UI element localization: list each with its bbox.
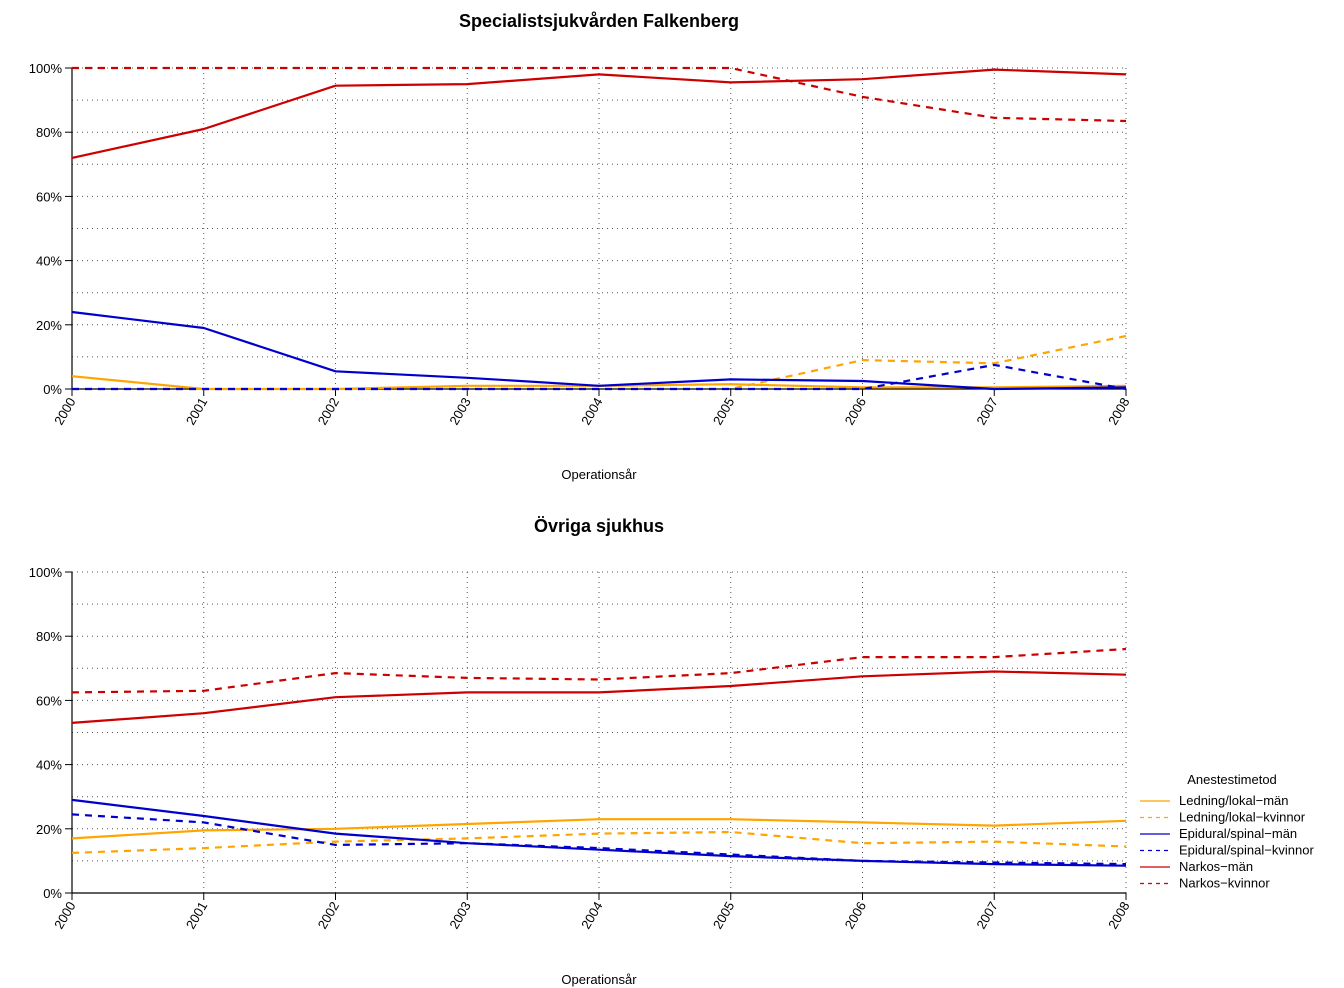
series-line xyxy=(71,647,1127,694)
x-axis-label: Operationsår xyxy=(561,467,637,482)
series-line xyxy=(71,813,1127,866)
x-axis-label: Operationsår xyxy=(561,972,637,987)
chart-panel-falkenberg: Specialistsjukvården Falkenberg 0% 20% 40% 6… xyxy=(29,11,1133,482)
chart-title: Övriga sjukhus xyxy=(534,516,664,536)
x-tick-label: 2001 xyxy=(183,899,210,932)
y-tick-label: 20% xyxy=(36,318,62,333)
x-tick-label: 2007 xyxy=(973,395,1000,428)
x-tick-label: 2008 xyxy=(1105,899,1132,932)
y-tick-label: 100% xyxy=(29,565,63,580)
series-line xyxy=(71,798,1127,867)
x-tick-label: 2003 xyxy=(446,899,473,932)
series-line xyxy=(72,363,1127,391)
y-tick-label: 0% xyxy=(43,382,62,397)
y-tick-label: 40% xyxy=(36,758,62,773)
y-tick-label: 40% xyxy=(36,254,62,269)
series-line xyxy=(71,310,1127,391)
y-tick-label: 80% xyxy=(36,629,62,644)
y-tick-label: 80% xyxy=(36,125,62,140)
y-tick-label: 0% xyxy=(43,886,62,901)
x-tick-label: 2007 xyxy=(973,899,1000,932)
legend-entry: Narkos−kvinnor xyxy=(1179,876,1270,891)
x-tick-label: 2001 xyxy=(183,395,210,428)
legend-entry: Epidural/spinal−kvinnor xyxy=(1179,843,1314,858)
legend-entry: Ledning/lokal−män xyxy=(1179,793,1289,808)
series-line xyxy=(71,818,1127,840)
x-tick-label: 2004 xyxy=(578,395,605,428)
legend-title: Anestestimetod xyxy=(1187,772,1277,787)
series-line xyxy=(71,830,1127,854)
x-tick-label: 2005 xyxy=(710,899,737,932)
y-tick-label: 100% xyxy=(29,61,63,76)
x-tick-label: 2008 xyxy=(1105,395,1132,428)
x-tick-label: 2002 xyxy=(315,395,342,428)
y-tick-label: 60% xyxy=(36,693,62,708)
x-tick-label: 2000 xyxy=(51,395,78,428)
x-tick-label: 2004 xyxy=(578,899,605,932)
series-line xyxy=(71,68,1127,159)
x-tick-label: 2006 xyxy=(842,395,869,428)
x-tick-label: 2006 xyxy=(842,899,869,932)
series-line xyxy=(71,670,1127,724)
x-tick-label: 2003 xyxy=(446,395,473,428)
y-tick-label: 20% xyxy=(36,822,62,837)
x-tick-label: 2005 xyxy=(710,395,737,428)
y-tick-label: 60% xyxy=(36,189,62,204)
series-line xyxy=(72,66,1127,123)
x-tick-label: 2002 xyxy=(315,899,342,932)
chart-panel-ovriga-sjukhus: Övriga sjukhus 0% 20% 40% 60% 80% 100% 2000 2001… xyxy=(29,516,1133,987)
legend-entry: Narkos−män xyxy=(1179,859,1253,874)
chart-title: Specialistsjukvården Falkenberg xyxy=(459,11,739,31)
legend: Anestestimetod Ledning/lokal−män Ledning/l… xyxy=(1140,772,1314,891)
legend-entry: Ledning/lokal−kvinnor xyxy=(1179,810,1306,825)
legend-entry: Epidural/spinal−män xyxy=(1179,826,1297,841)
x-tick-label: 2000 xyxy=(51,899,78,932)
